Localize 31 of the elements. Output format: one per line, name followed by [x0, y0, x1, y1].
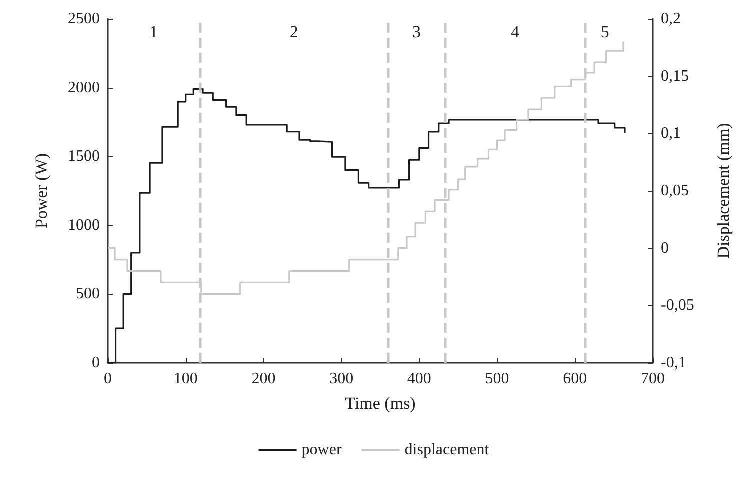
y-tick-label: 500 — [76, 286, 100, 303]
y-tick-label: 1000 — [68, 216, 100, 234]
annotation: 2 — [290, 22, 298, 42]
y2-tick-label: 0 — [661, 240, 669, 257]
annotation: 5 — [600, 22, 610, 42]
annotation: 3 — [412, 22, 421, 42]
x-tick-label: 300 — [330, 370, 354, 388]
y2-axis-title: Displacement (mm) — [714, 123, 733, 259]
x-axis-title: Time (ms) — [345, 394, 416, 413]
y2-tick-label: -0,1 — [661, 354, 686, 372]
y-tick-label: 0 — [92, 354, 100, 372]
y2-tick-label: 0,2 — [661, 10, 681, 28]
x-tick-label: 0 — [104, 370, 112, 388]
x-tick-label: 200 — [252, 370, 276, 388]
annotation: 4 — [510, 22, 520, 42]
y2-tick-label: 0,15 — [661, 68, 689, 85]
legend-label: displacement — [404, 442, 490, 458]
annotation: 1 — [150, 22, 158, 42]
y-axis-title: Power (W) — [32, 153, 51, 229]
y2-tick-label: -0,05 — [661, 297, 694, 314]
y-tick-label: 2000 — [68, 79, 100, 96]
y2-tick-label: 0,1 — [661, 125, 681, 142]
x-tick-label: 400 — [407, 370, 432, 388]
y-tick-label: 1500 — [68, 148, 100, 166]
legend-label: power — [302, 442, 342, 458]
x-tick-label: 700 — [641, 370, 665, 388]
y2-tick-label: 0,05 — [661, 182, 689, 200]
x-tick-label: 500 — [485, 370, 510, 388]
x-tick-label: 600 — [563, 370, 588, 388]
x-tick-label: 100 — [174, 370, 198, 388]
y-tick-label: 2500 — [68, 10, 100, 28]
